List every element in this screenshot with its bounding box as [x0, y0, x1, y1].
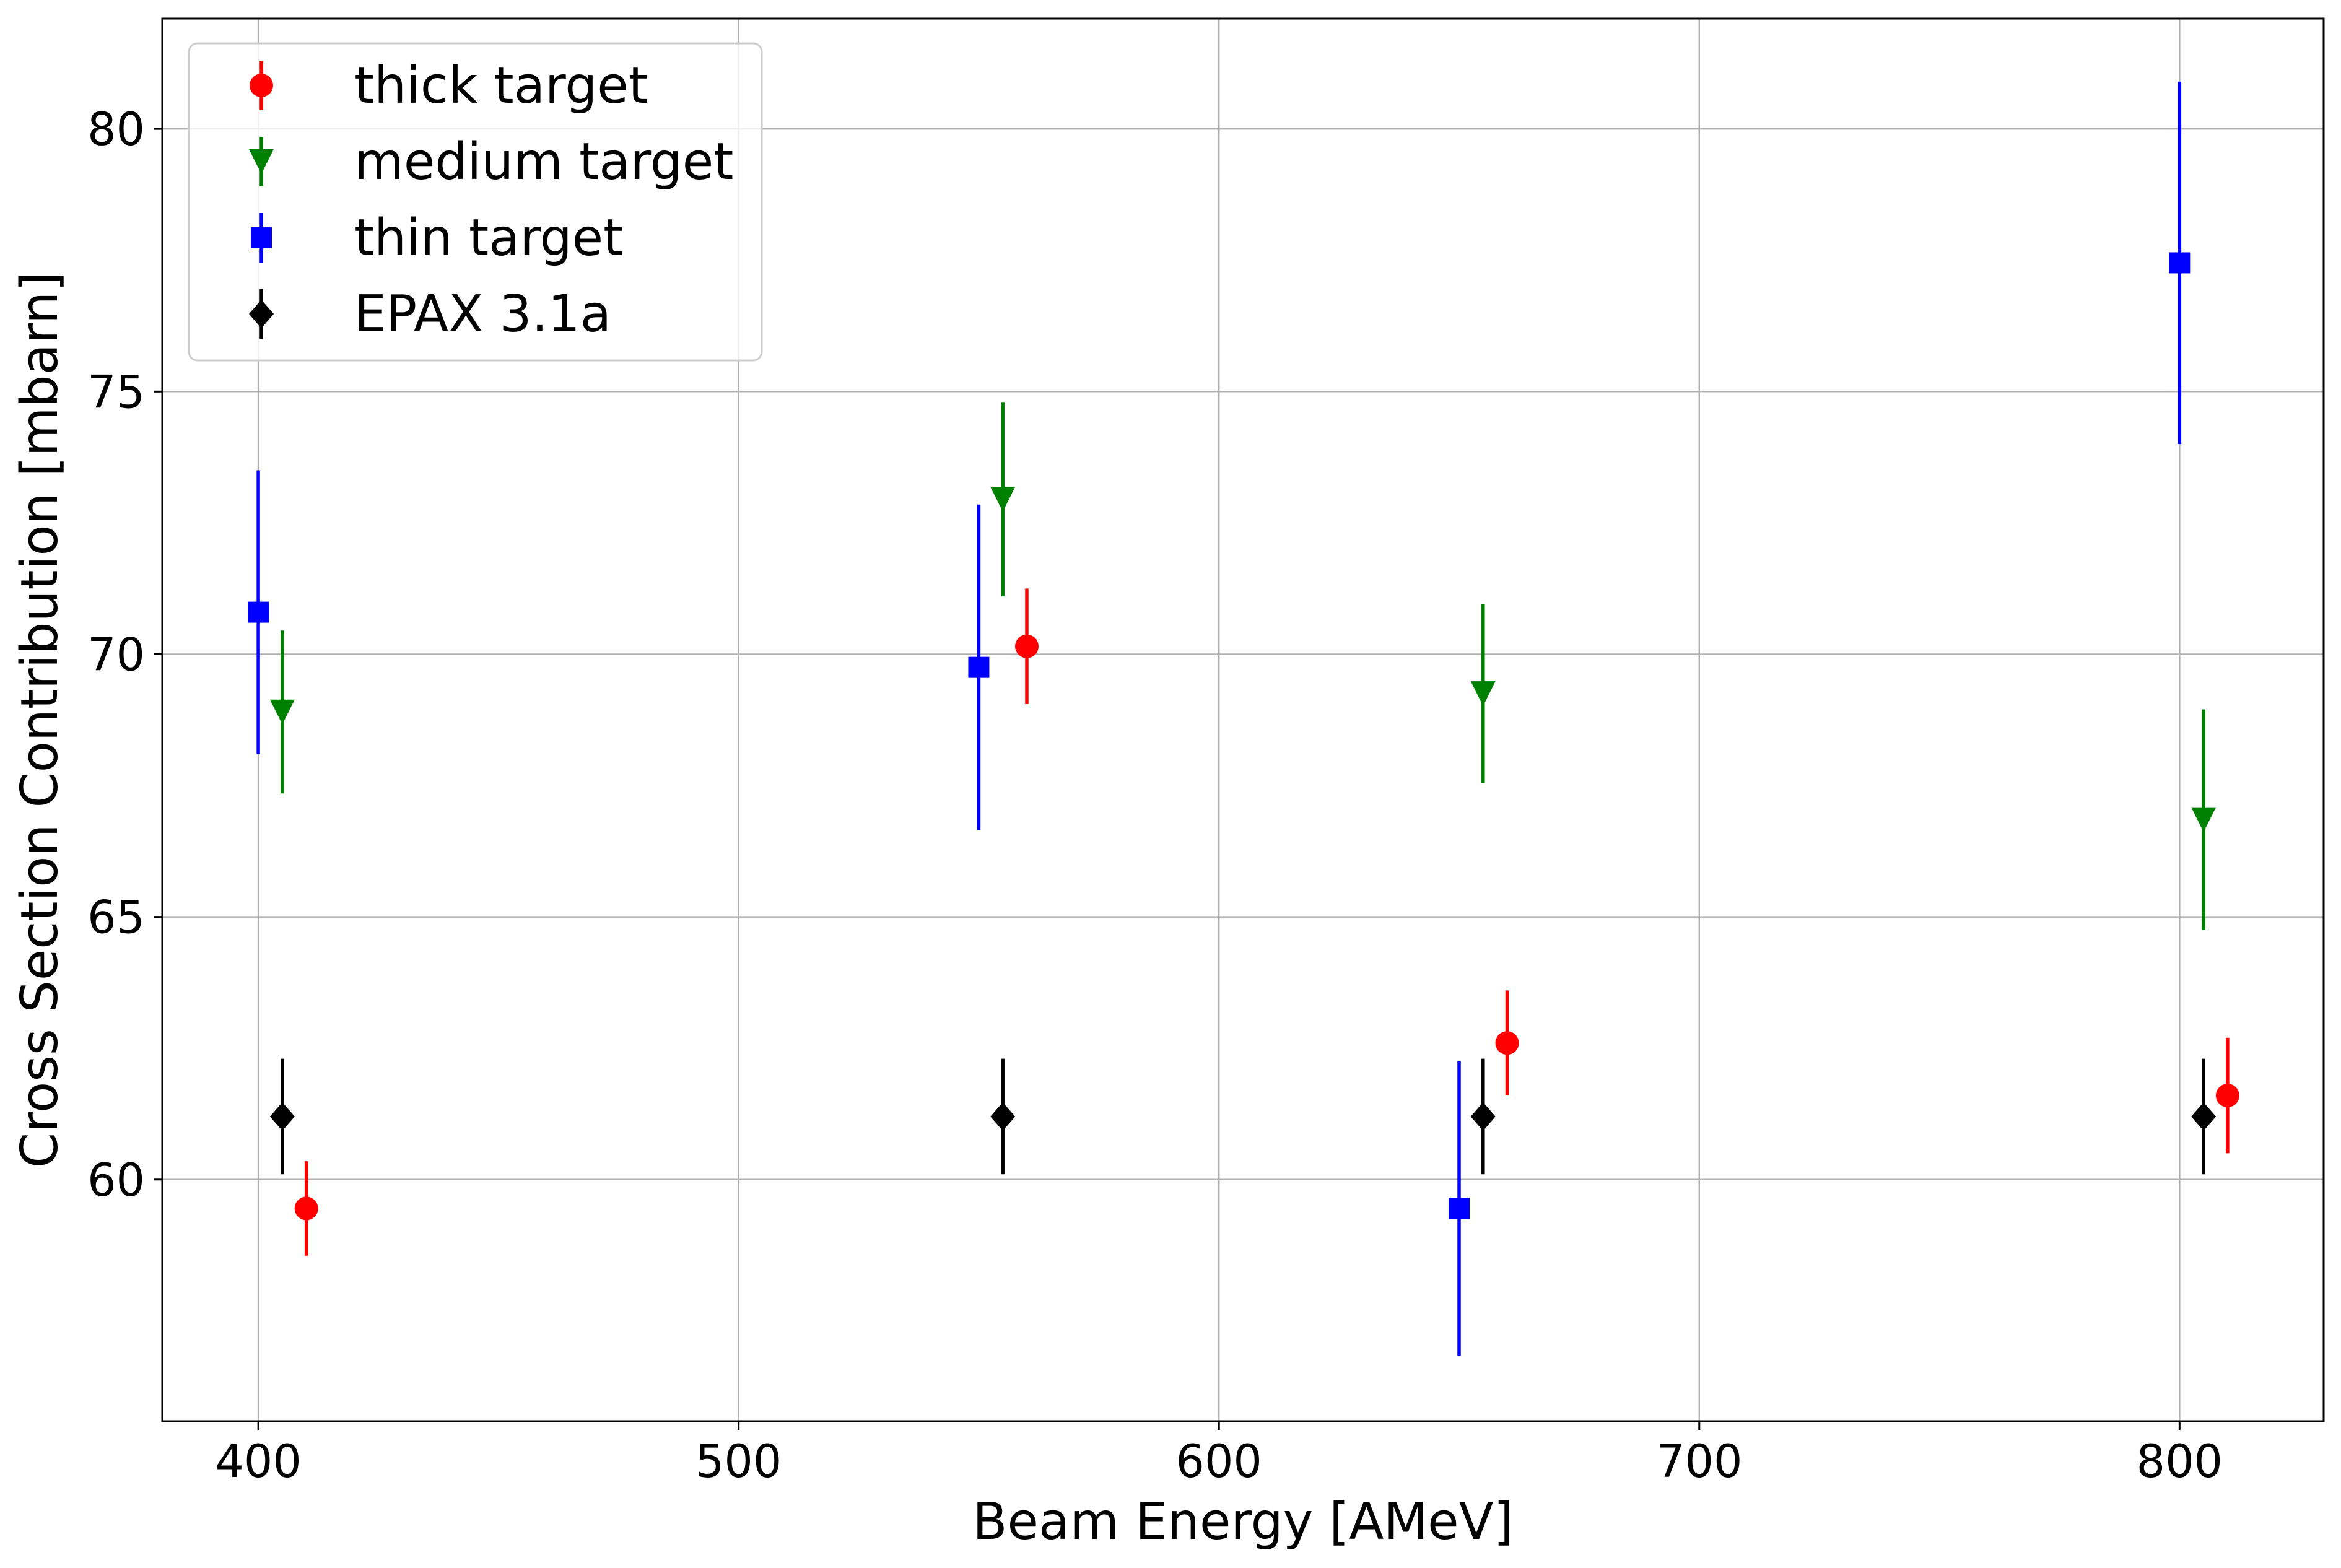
data-point [1015, 634, 1039, 658]
data-point [990, 487, 1016, 512]
y-axis-label: Cross Section Contribution [mbarn] [11, 272, 69, 1168]
data-point [269, 699, 295, 725]
x-axis-label: Beam Energy [AMeV] [972, 1492, 1513, 1551]
data-point [968, 656, 990, 678]
data-point [1449, 1198, 1470, 1219]
grid [162, 19, 2324, 1421]
data-point [269, 1102, 295, 1131]
series-epax-3-1a [269, 1058, 2217, 1175]
data-point [248, 601, 269, 623]
ticks: 400 500 600 700 800 60 65 70 75 80 [87, 103, 2223, 1488]
legend-label: EPAX 3.1a [354, 285, 611, 344]
y-tick-label: 65 [87, 892, 145, 944]
y-tick-label: 60 [87, 1154, 145, 1207]
y-tick-label: 70 [87, 629, 145, 681]
series-medium-target [269, 402, 2217, 930]
legend-marker [249, 300, 274, 328]
data-point [2191, 1102, 2217, 1131]
legend-box [188, 42, 763, 362]
legend-marker [250, 74, 273, 97]
data-point [1495, 1031, 1519, 1055]
legend-marker [251, 227, 272, 248]
legend-label: thick target [354, 56, 648, 115]
plot-frame [161, 17, 2325, 1422]
legend-label: medium target [354, 133, 733, 191]
data-point [990, 1102, 1016, 1131]
data-point [1470, 1102, 1496, 1131]
legend-marker [249, 149, 274, 174]
data-point [2215, 1084, 2239, 1108]
y-tick-label: 80 [87, 103, 145, 156]
x-tick-label: 700 [1656, 1435, 1742, 1488]
x-tick-label: 800 [2137, 1435, 2223, 1488]
data-point [2191, 807, 2217, 832]
legend: thick target medium target thin target EPAX… [188, 42, 763, 362]
x-tick-label: 400 [215, 1435, 301, 1488]
y-tick-label: 75 [87, 366, 145, 419]
data-point [2169, 252, 2191, 274]
data-point [1470, 681, 1496, 707]
data-layer [248, 81, 2239, 1356]
series-thick-target [294, 588, 2239, 1256]
x-tick-label: 500 [695, 1435, 782, 1488]
legend-label: thin target [354, 209, 623, 268]
data-point [294, 1196, 318, 1221]
series-thin-target [248, 81, 2191, 1356]
x-tick-label: 600 [1176, 1435, 1262, 1488]
